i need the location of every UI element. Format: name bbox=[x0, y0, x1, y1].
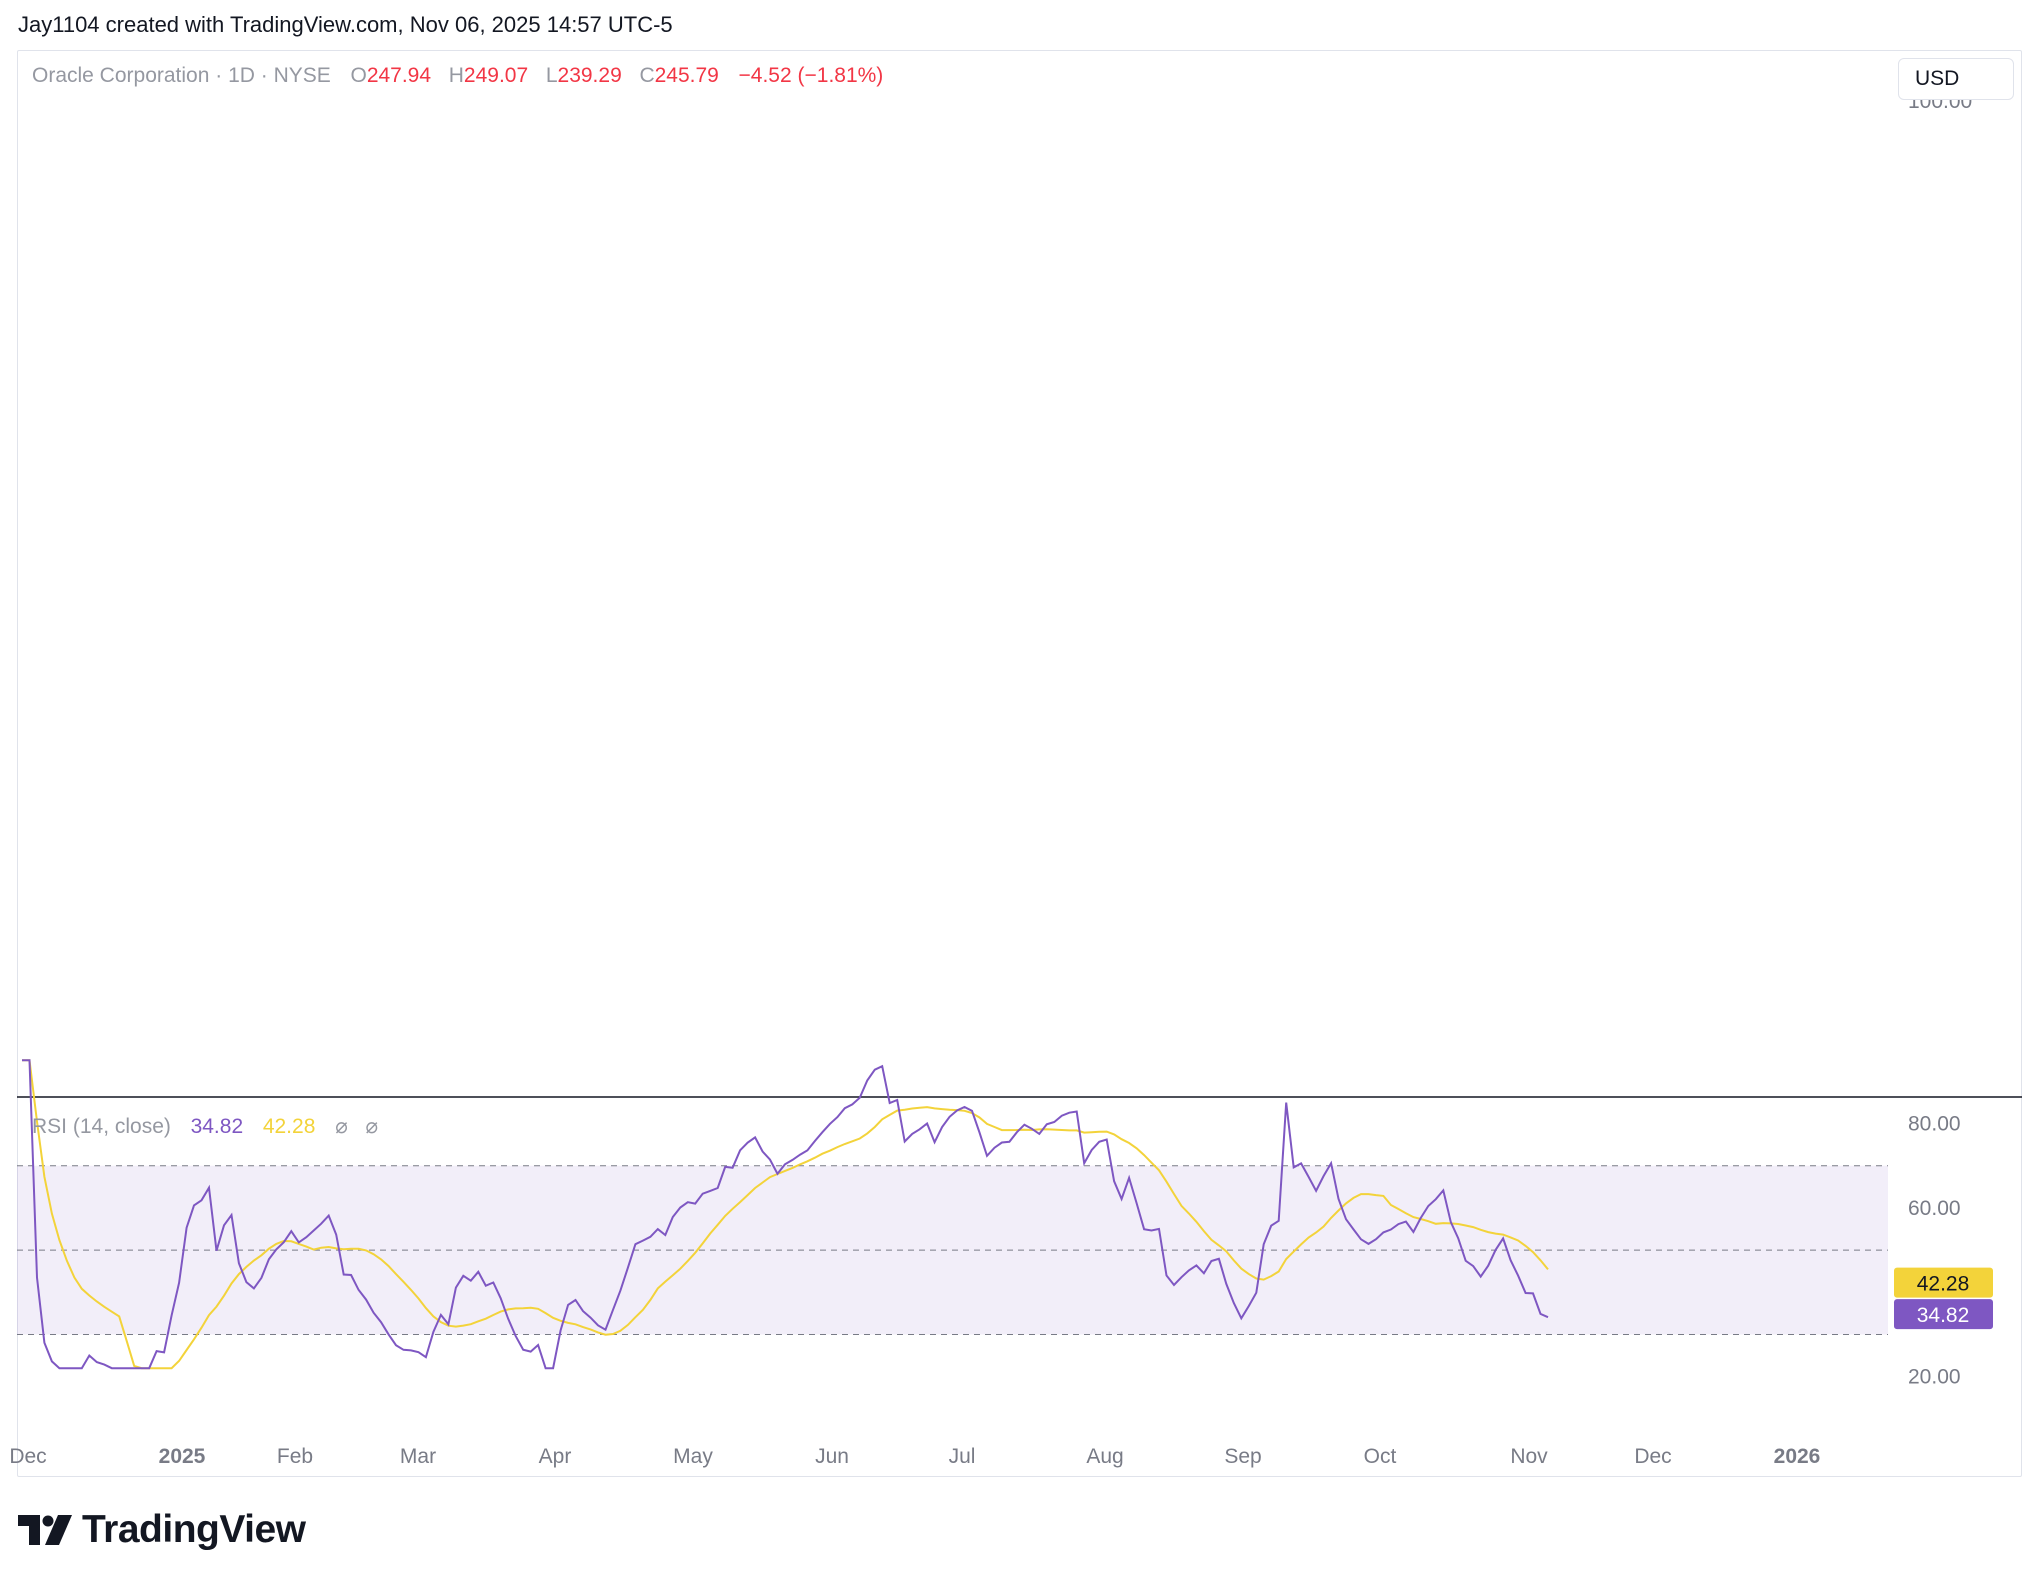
time-axis-tick: Feb bbox=[277, 1445, 313, 1468]
time-axis-tick: Dec bbox=[1634, 1445, 1671, 1468]
time-axis-tick: Jul bbox=[949, 1445, 976, 1468]
rsi-value-tag bbox=[1894, 1299, 1993, 1330]
rsi-ma-off-icon[interactable]: ⌀ bbox=[365, 1115, 379, 1138]
rsi-axis-tick: 20.00 bbox=[1908, 1366, 1961, 1389]
rsi-title: RSI (14, close) bbox=[32, 1115, 171, 1138]
time-axis-tick: Apr bbox=[539, 1445, 572, 1468]
chart-frame bbox=[17, 50, 2022, 1477]
rsi-legend: RSI (14, close) 34.82 42.28 ⌀ ⌀ bbox=[32, 1114, 378, 1139]
time-axis-tick: Jun bbox=[815, 1445, 849, 1468]
low-label: L bbox=[545, 64, 558, 87]
rsi-ma-tag-label: 42.28 bbox=[1917, 1273, 1970, 1296]
time-axis-tick: Oct bbox=[1364, 1445, 1397, 1468]
high-label: H bbox=[448, 64, 464, 87]
rsi-source-off-icon[interactable]: ⌀ bbox=[335, 1115, 348, 1138]
rsi-axis-tick: 60.00 bbox=[1908, 1197, 1961, 1220]
brand-name: TradingView bbox=[82, 1508, 306, 1551]
time-axis-tick: 2025 bbox=[159, 1445, 206, 1468]
ohlc-legend: Oracle Corporation · 1D · NYSE O247.94 H… bbox=[32, 64, 883, 88]
symbol-title: Oracle Corporation · 1D · NYSE bbox=[32, 64, 331, 87]
open-label: O bbox=[350, 64, 367, 87]
close-label: C bbox=[639, 64, 655, 87]
rsi-line bbox=[22, 1059, 1549, 1370]
tradingview-logo[interactable]: TradingView bbox=[18, 1508, 306, 1552]
time-axis-tick: Dec bbox=[9, 1445, 46, 1468]
rsi-value-tag-label: 34.82 bbox=[1917, 1304, 1970, 1327]
time-axis-tick: Mar bbox=[400, 1445, 436, 1468]
rsi-ma-line bbox=[22, 1059, 1549, 1370]
open-value: 247.94 bbox=[366, 64, 432, 87]
rsi-axis-tick: 80.00 bbox=[1908, 1113, 1961, 1136]
rsi-value: 34.82 bbox=[190, 1115, 244, 1138]
low-value: 239.29 bbox=[557, 64, 622, 87]
high-value: 249.07 bbox=[463, 64, 529, 87]
time-axis-tick: Sep bbox=[1224, 1445, 1261, 1468]
time-axis-tick: May bbox=[673, 1445, 713, 1468]
time-axis-tick: Nov bbox=[1510, 1445, 1548, 1468]
attribution: Jay1104 created with TradingView.com, No… bbox=[18, 12, 673, 37]
rsi-ma-value: 42.28 bbox=[262, 1115, 316, 1138]
currency-button[interactable]: USD bbox=[1898, 58, 2014, 100]
tradingview-mark-icon bbox=[18, 1515, 72, 1545]
close-value: 245.79 bbox=[654, 64, 719, 87]
rsi-ma-tag bbox=[1894, 1267, 1993, 1298]
time-axis-tick: Aug bbox=[1086, 1445, 1123, 1468]
change-value: −4.52 (−1.81%) bbox=[738, 64, 884, 87]
time-axis-tick: 2026 bbox=[1774, 1445, 1821, 1468]
